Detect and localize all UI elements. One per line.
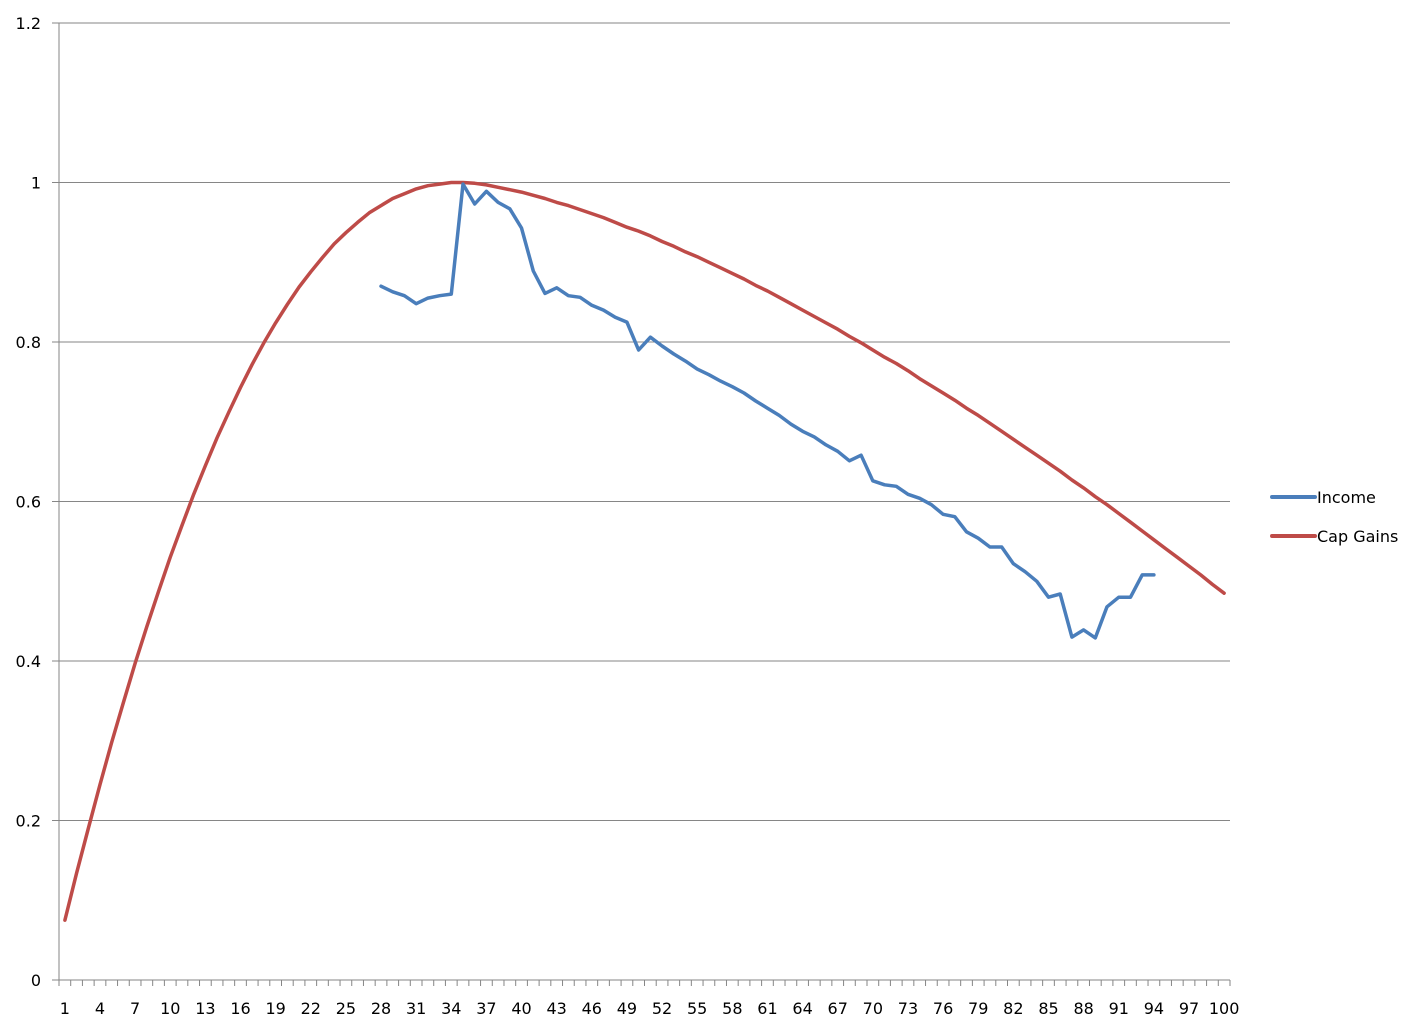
x-tick-label: 22 <box>301 999 321 1018</box>
x-tick-label: 97 <box>1179 999 1199 1018</box>
x-tick-label: 82 <box>1003 999 1023 1018</box>
x-tick-label: 7 <box>130 999 140 1018</box>
x-tick-label: 19 <box>265 999 285 1018</box>
x-tick-label: 58 <box>722 999 742 1018</box>
x-tick-label: 25 <box>336 999 356 1018</box>
x-tick-label: 52 <box>652 999 672 1018</box>
y-axis-labels: 0 0.2 0.4 0.6 0.8 1 1.2 <box>16 14 41 990</box>
x-tick-label: 94 <box>1144 999 1164 1018</box>
x-tick-label: 16 <box>230 999 250 1018</box>
series-lines <box>63 180 1226 922</box>
y-tick-label: 0 <box>31 971 41 990</box>
legend: Income Cap Gains <box>1270 488 1398 546</box>
x-axis-labels: 1 4 7 10 13 16 19 22 25 28 31 34 37 40 43 46 49 52 55 58 61 6… <box>60 999 1240 1018</box>
x-tick-label: 34 <box>441 999 461 1018</box>
x-tick-label: 46 <box>582 999 602 1018</box>
y-tick-label: 0.8 <box>16 333 41 352</box>
x-tick-label: 85 <box>1038 999 1058 1018</box>
x-tick-label: 40 <box>511 999 531 1018</box>
x-tick-label: 91 <box>1109 999 1129 1018</box>
x-tick-label: 55 <box>687 999 707 1018</box>
x-tick-label: 88 <box>1073 999 1093 1018</box>
series-line-cap-gains <box>63 180 1226 922</box>
y-tick-label: 0.2 <box>16 812 41 831</box>
x-tick-label: 73 <box>898 999 918 1018</box>
y-tick-label: 0.4 <box>16 652 41 671</box>
x-tick-label: 1 <box>60 999 70 1018</box>
axes <box>52 22 1231 986</box>
x-tick-label: 31 <box>406 999 426 1018</box>
x-tick-label: 76 <box>933 999 953 1018</box>
x-tick-label: 43 <box>546 999 566 1018</box>
y-tick-label: 0.6 <box>16 493 41 512</box>
gridlines <box>59 22 1230 821</box>
x-tick-label: 13 <box>195 999 215 1018</box>
x-tick-label: 70 <box>863 999 883 1018</box>
x-tick-label: 37 <box>476 999 496 1018</box>
x-tick-label: 79 <box>968 999 988 1018</box>
x-tick-label: 64 <box>792 999 812 1018</box>
y-tick-label: 1 <box>31 174 41 193</box>
x-tick-label: 61 <box>757 999 777 1018</box>
series-line-income <box>379 182 1156 640</box>
x-tick-label: 67 <box>828 999 848 1018</box>
x-tick-label: 49 <box>617 999 637 1018</box>
x-tick-label: 100 <box>1209 999 1240 1018</box>
x-tick-label: 4 <box>95 999 105 1018</box>
legend-label-income: Income <box>1317 488 1376 507</box>
x-tick-label: 10 <box>160 999 180 1018</box>
legend-label-cap-gains: Cap Gains <box>1317 527 1398 546</box>
y-tick-label: 1.2 <box>16 14 41 33</box>
x-tick-label: 28 <box>371 999 391 1018</box>
